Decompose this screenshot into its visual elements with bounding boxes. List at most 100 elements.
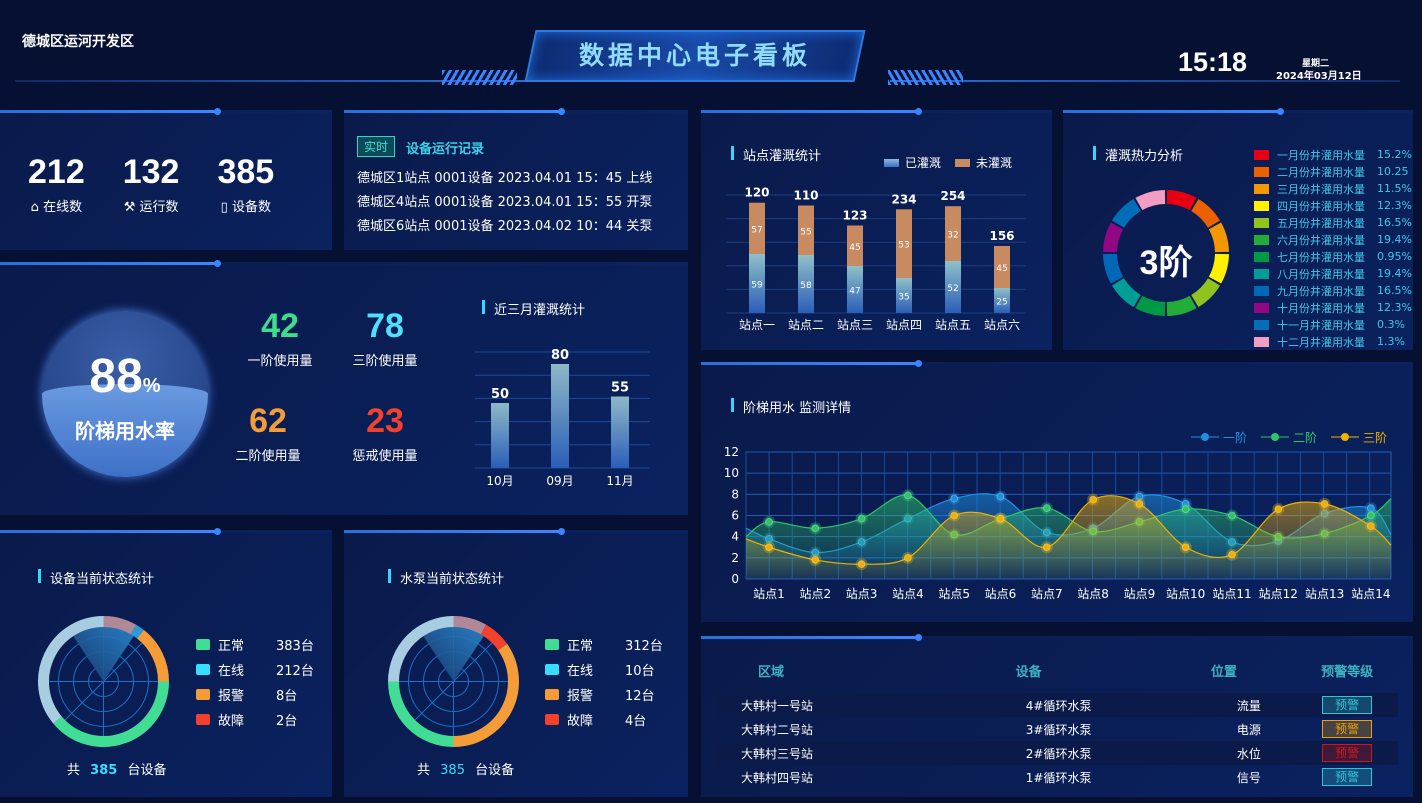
column-header: 设备: [1015, 664, 1042, 680]
legend-value: 12.3%: [1377, 301, 1412, 314]
usage-value: 42: [261, 307, 299, 345]
heat-legend-item: 一月份井灌用水量 15.2%: [1254, 146, 1412, 163]
bar-not-irrigated: [749, 202, 765, 254]
realtime-badge: 实时: [357, 136, 396, 157]
bar-irrigated: [945, 261, 961, 313]
ladder-panel: 88% 阶梯用水率 42 一阶使用量 78 三阶使用量 62 二阶使用量 23 惩戒使用量 近…: [0, 260, 688, 515]
x-tick-label: 站点二: [788, 318, 824, 332]
legend-swatch: [1254, 336, 1269, 347]
bar-not-irrigated: [945, 206, 961, 261]
x-tick-label: 站点14: [1351, 587, 1390, 601]
rate-label: 阶梯用水率: [75, 421, 175, 443]
heat-legend-item: 六月份井灌用水量 19.4%: [1254, 231, 1412, 248]
stripe-left: [442, 70, 517, 85]
heat-legend-item: 三月份井灌用水量 11.5%: [1254, 180, 1412, 197]
bar-not-irrigated: [896, 209, 912, 278]
area-cell: 大韩村三号站: [741, 746, 814, 761]
status-label: 故障: [218, 714, 245, 729]
legend-swatch: [1254, 217, 1269, 228]
table-row[interactable]: 大韩村二号站 3#循环水泵 电源 预警: [716, 717, 1398, 741]
legend-value: 12.3%: [1377, 199, 1412, 212]
legend-not-irrigated: 未灌溉: [976, 156, 1013, 170]
data-point: [1366, 522, 1375, 531]
status-legend-item: 报警 12台: [545, 682, 663, 707]
x-tick-label: 站点9: [1124, 587, 1156, 601]
bar-value-label: 55: [611, 381, 629, 396]
legend-swatch: [1254, 200, 1269, 211]
records-title: 设备运行记录: [406, 142, 485, 157]
data-point: [765, 517, 773, 526]
position-cell: 流量: [1236, 698, 1261, 713]
data-point: [1089, 495, 1098, 504]
heat-slice: [1190, 198, 1221, 229]
legend-value: 16.5%: [1377, 284, 1412, 297]
legend-label: 六月份井灌用水量: [1277, 233, 1365, 247]
heat-slice: [1166, 190, 1197, 211]
legend-label: 三阶: [1363, 431, 1387, 445]
total-suffix: 台设备: [475, 763, 515, 778]
y-tick-label: 12: [724, 445, 739, 459]
legend-swatch: [545, 689, 559, 700]
legend-label: 四月份井灌用水量: [1277, 199, 1365, 213]
quarter-bar-chart: 50 10月 80 09月 55 11月: [475, 348, 650, 488]
device-status-panel: 设备当前状态统计 正常 383台 在线 212台 报警 8台 故障 2台 共 385 台设备: [0, 528, 332, 797]
heat-slice: [1166, 295, 1197, 316]
legend-swatch: [1254, 183, 1269, 194]
status-label: 故障: [567, 714, 594, 729]
stat-label: 设备数: [231, 200, 271, 215]
stat-1: 132 ⚒ 运行数: [123, 153, 180, 215]
page-title: 数据中心电子看板: [578, 41, 811, 70]
data-point: [1228, 550, 1236, 559]
status-legend-item: 在线 212台: [196, 657, 314, 682]
data-point: [1135, 492, 1144, 501]
not-irrigated-value-label: 45: [996, 264, 1007, 274]
total-count: 385: [440, 763, 465, 778]
x-tick-label: 站点6: [985, 587, 1017, 601]
status-legend-item: 正常 312台: [545, 632, 663, 657]
position-cell: 水位: [1236, 746, 1261, 761]
data-point: [765, 543, 773, 552]
radar-sweep: [421, 623, 486, 682]
table-row[interactable]: 大韩村四号站 1#循环水泵 信号 预警: [716, 765, 1398, 789]
series-line: [745, 495, 1392, 565]
column-header: 预警等级: [1321, 664, 1374, 680]
usage-value: 62: [249, 402, 287, 440]
legend-label: 一月份井灌用水量: [1277, 148, 1365, 162]
legend-swatch: [1254, 319, 1269, 330]
x-tick-label: 09月: [546, 474, 573, 488]
status-legend-item: 正常 383台: [196, 632, 314, 657]
table-row[interactable]: 大韩村一号站 4#循环水泵 流量 预警: [716, 693, 1398, 717]
table-header: 区域 设备 位置 预警等级: [716, 653, 1398, 687]
pump-status-title: 水泵当前状态统计: [388, 568, 504, 587]
legend-swatch: [196, 664, 210, 675]
position-cell: 信号: [1236, 770, 1261, 785]
location-label: 德城区运河开发区: [22, 34, 134, 50]
not-irrigated-value-label: 32: [947, 231, 958, 241]
weekday: 星期二: [1302, 59, 1330, 69]
bar-irrigated: [749, 254, 765, 313]
device-cell: 3#循环水泵: [1025, 722, 1092, 737]
bar-irrigated: [798, 255, 814, 313]
water-rate-ball: 88% 阶梯用水率: [42, 311, 208, 477]
column-header: 位置: [1210, 664, 1237, 680]
device-cell: 4#循环水泵: [1025, 698, 1092, 713]
y-tick-label: 4: [731, 530, 739, 544]
x-tick-label: 站点11: [1212, 587, 1251, 601]
data-point: [903, 491, 912, 500]
alerts-table: 区域 设备 位置 预警等级 大韩村一号站 4#循环水泵 流量 预警 大韩村二号站 3#循环水泵 电源…: [716, 653, 1398, 789]
legend-label: 十二月井灌用水量: [1277, 335, 1365, 349]
legend-swatch: [545, 714, 559, 725]
not-irrigated-value-label: 55: [800, 227, 811, 237]
legend-value: 1.3%: [1377, 335, 1405, 348]
legend-label: 八月份井灌用水量: [1277, 267, 1365, 281]
station-bar-chart: 59 57 120 站点一 58 55 110 站点二 47 45 123 站点三 35 53 234 站点四…: [726, 186, 1026, 332]
status-ring-segment: [130, 624, 144, 639]
legend-swatch-not-irrigated: [955, 158, 971, 167]
x-tick-label: 站点12: [1259, 587, 1298, 601]
status-count: 212台: [276, 664, 314, 679]
stat-label: 在线数: [43, 200, 83, 215]
bar-value-label: 50: [491, 387, 509, 402]
status-count: 2台: [276, 714, 298, 729]
table-row[interactable]: 大韩村三号站 2#循环水泵 水位 预警: [716, 741, 1398, 765]
heat-legend-item: 九月份井灌用水量 16.5%: [1254, 282, 1412, 299]
